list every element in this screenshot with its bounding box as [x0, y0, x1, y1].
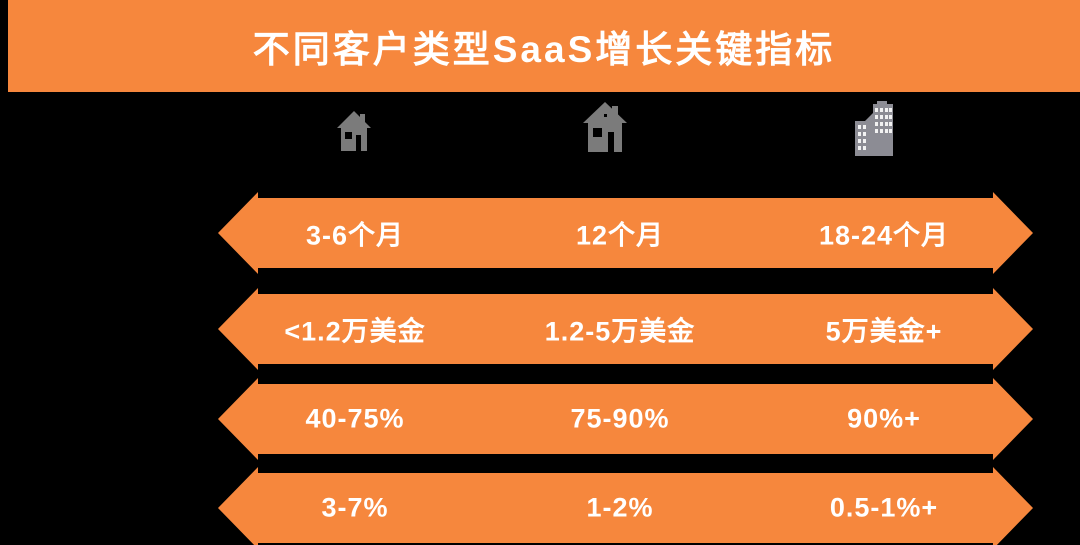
buildings-icon [853, 101, 897, 156]
metric-value: 5万美金+ [825, 316, 943, 347]
metric-value: 3-7% [321, 492, 389, 523]
metric-value: 75-90% [570, 403, 670, 434]
title-banner: 不同客户类型SaaS增长关键指标 [8, 0, 1080, 92]
metric-arrow-rate: 3-7% 1-2% 0.5-1%+ [218, 467, 1033, 545]
metric-value: 12个月 [575, 220, 665, 251]
metric-value: 40-75% [305, 403, 405, 434]
page-title: 不同客户类型SaaS增长关键指标 [252, 29, 836, 70]
metric-value: 3-6个月 [305, 220, 405, 251]
metric-value: 18-24个月 [818, 220, 950, 251]
metric-arrow-deal-size: <1.2万美金 1.2-5万美金 5万美金+ [218, 288, 1033, 370]
metric-arrow-retention: 40-75% 75-90% 90%+ [218, 378, 1033, 460]
large-house-icon [581, 102, 629, 152]
metric-value: 0.5-1%+ [829, 492, 939, 523]
metric-arrow-time-to-close: 3-6个月 12个月 18-24个月 [218, 192, 1033, 274]
small-house-icon [335, 111, 373, 151]
metric-value: 90%+ [847, 403, 921, 434]
metric-value: 1.2-5万美金 [544, 316, 696, 347]
metric-value: 1-2% [586, 492, 654, 523]
metric-value: <1.2万美金 [284, 316, 426, 347]
